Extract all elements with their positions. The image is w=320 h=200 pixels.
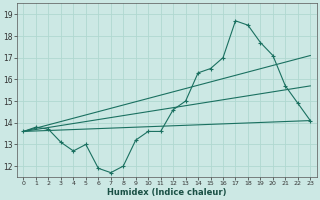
X-axis label: Humidex (Indice chaleur): Humidex (Indice chaleur) bbox=[107, 188, 227, 197]
